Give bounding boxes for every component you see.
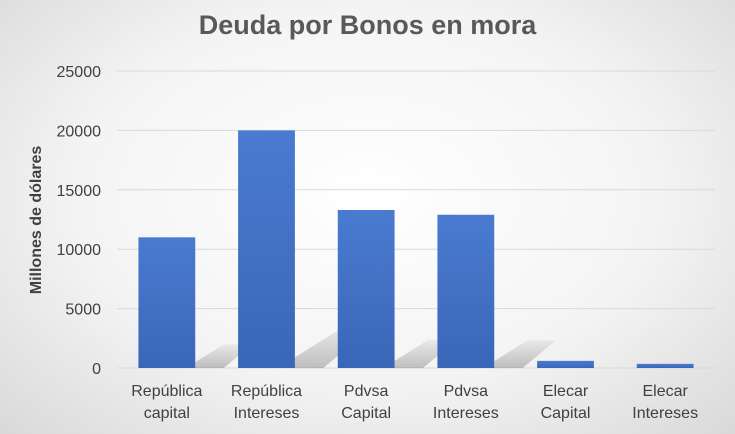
y-tick-label: 15000 xyxy=(57,183,102,200)
x-category-label: Elecar Intereses xyxy=(632,383,698,422)
bar xyxy=(337,209,395,368)
bar xyxy=(437,214,495,368)
y-tick-label: 10000 xyxy=(57,242,102,259)
bar-shadow xyxy=(494,340,556,368)
x-category-label: Pdvsa Capital xyxy=(341,383,391,422)
bar xyxy=(138,237,196,368)
x-axis-categories: República capital República Intereses Pdvsa C… xyxy=(131,383,698,422)
gridlines xyxy=(117,70,715,369)
x-category-label: República capital xyxy=(131,383,202,422)
y-tick-label: 25000 xyxy=(57,64,102,81)
bar xyxy=(238,130,295,368)
x-category-label: Elecar Capital xyxy=(541,383,591,422)
chart-title: Deuda por Bonos en mora xyxy=(198,10,537,40)
y-tick-label: 20000 xyxy=(57,123,102,140)
bars xyxy=(138,130,694,368)
y-axis-ticks: 0 5000 10000 15000 20000 25000 xyxy=(57,64,102,378)
y-tick-label: 0 xyxy=(92,361,101,378)
bar xyxy=(537,360,594,368)
y-axis-title: Millones de dólares xyxy=(28,146,45,295)
y-tick-label: 5000 xyxy=(65,302,101,319)
bar-shadow xyxy=(195,344,252,368)
bar xyxy=(636,363,694,368)
x-category-label: República Intereses xyxy=(231,383,302,422)
x-category-label: Pdvsa Intereses xyxy=(433,383,499,422)
